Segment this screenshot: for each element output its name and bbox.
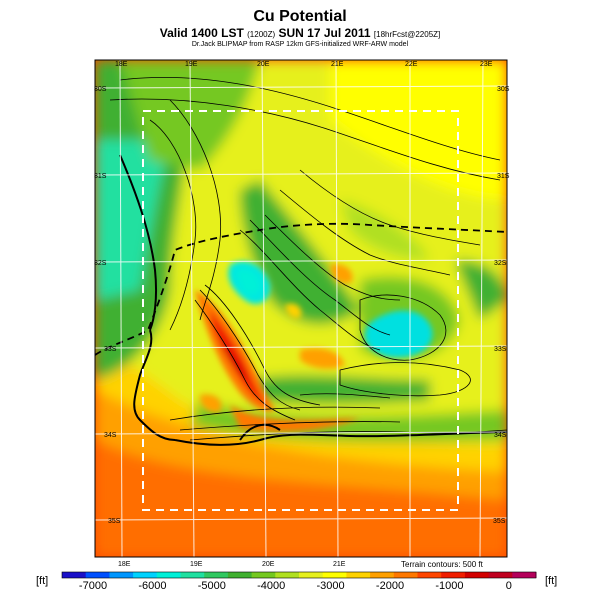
province-border [95,222,507,356]
lat-label: 33S [104,346,117,353]
colorbar-tick-label: -2000 [376,580,404,592]
model-source: Dr.Jack BLIPMAP from RASP 12km GFS-initi… [191,41,409,48]
valid-time-line: Valid 1400 LST (1200Z) SUN 17 Jul 2011 [… [0,26,600,40]
color-field [95,60,507,557]
lat-label: 35S [493,518,506,525]
lat-label: 32S [94,260,107,267]
lat-label: 33S [494,346,507,353]
colorbar-swatch [109,572,134,578]
colorbar-tick-label: -5000 [198,580,226,592]
utc-time: (1200Z) [247,30,276,39]
colorbar-swatch [275,572,300,578]
colorbar-swatch [512,572,537,578]
lon-label: 20E [262,561,275,568]
colorbar-swatch [204,572,229,578]
colorbar-swatch [85,572,110,578]
lon-label: 19E [190,561,203,568]
lat-label: 31S [497,173,510,180]
lon-label: 18E [118,561,131,568]
colorbar-unit-right: [ft] [545,575,557,587]
colorbar-frame [61,571,537,579]
colorbar-tick-label: -3000 [317,580,345,592]
colorbar-tick-labels: -7000 -6000 -5000 -4000 -3000 -2000 -1000 0 [79,580,512,592]
lon-label: 22E [405,61,418,68]
lon-label: 23E [480,61,493,68]
lat-lon-grid [95,60,507,557]
lat-label: 35S [108,518,121,525]
colorbar-tick-label: -7000 [79,580,107,592]
colorbar-swatch [180,572,205,578]
lat-label: 34S [494,432,507,439]
forecast-hour: [18hrFcst@2205Z] [373,30,441,39]
colorbar-swatch [251,572,276,578]
colorbar-swatch [488,572,513,578]
lat-labels-right: 30S 31S 32S 33S 34S 35S [493,86,510,525]
lat-label: 34S [104,432,117,439]
lon-label: 19E [185,61,198,68]
colorbar-swatch [370,572,395,578]
field-features [195,261,433,432]
colorbar-swatch [346,572,371,578]
lat-label: 30S [497,86,510,93]
colorbar-swatch [133,572,158,578]
colorbar-swatch [227,572,253,578]
colorbar-swatch [62,572,87,578]
lon-labels-bottom: 18E 19E 20E 21E [118,561,346,568]
lat-labels-left: 30S 31S 32S 33S 34S 35S [94,86,121,525]
colorbar-swatch [299,572,324,578]
map-title: Cu Potential [253,8,347,25]
lon-label: 18E [115,61,128,68]
map-frame [94,59,508,558]
colorbar-swatch [322,572,347,578]
lon-labels-top: 18E 19E 20E 21E 22E 23E [115,61,493,68]
valid-time-label: Valid 1400 LST [159,26,244,40]
inner-domain-box [142,110,459,511]
lat-label: 32S [494,260,507,267]
colorbar-tick-label: 0 [506,580,512,592]
colorbar-swatch [441,572,466,578]
lat-label: 30S [94,86,107,93]
terrain-contour-note: Terrain contours: 500 ft [401,560,484,569]
colorbar-swatch [156,572,181,578]
colorbar [61,571,537,579]
colorbar-unit-left: [ft] [36,575,48,587]
lon-label: 21E [331,61,344,68]
colorbar-tick-label: -6000 [138,580,166,592]
colorbar-tick-label: -1000 [435,580,463,592]
colorbar-swatch [393,572,418,578]
colorbar-tick-label: -4000 [257,580,285,592]
lon-label: 20E [257,61,270,68]
field-shading [95,60,507,557]
lon-label: 21E [333,561,346,568]
lat-label: 31S [94,173,107,180]
valid-date: SUN 17 Jul 2011 [278,26,371,40]
colorbar-swatch [417,572,442,578]
colorbar-swatch [464,572,490,578]
